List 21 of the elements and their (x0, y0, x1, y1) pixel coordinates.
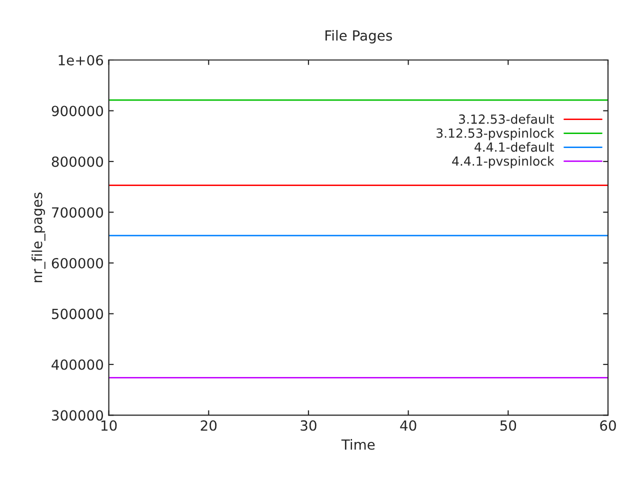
y-tick-label: 600000 (52, 258, 104, 268)
y-tick-label: 700000 (52, 207, 104, 218)
y-tick-label: 1e+06 (58, 54, 104, 66)
y-tick-label: 800000 (52, 156, 104, 167)
y-tick-label: 500000 (52, 308, 104, 320)
y-tick-label: 900000 (52, 106, 104, 116)
legend-label: 4.4.1-pvspinlock (452, 156, 554, 168)
x-tick-label: 60 (600, 420, 616, 431)
y-tick-label: 300000 (52, 410, 104, 421)
x-tick-label: 30 (300, 420, 316, 431)
x-tick-label: 40 (400, 420, 416, 431)
chart-title: File Pages (326, 30, 392, 44)
x-tick-label: 10 (101, 420, 117, 431)
legend-label: 3.12.53-default (459, 114, 554, 124)
y-axis-title: nr_file_pages (32, 192, 46, 282)
x-axis-title: Time (341, 439, 375, 450)
x-tick-label: 20 (200, 420, 217, 431)
legend-label: 4.4.1-default (474, 142, 554, 152)
x-tick-label: 50 (500, 420, 516, 431)
y-tick-label: 400000 (52, 359, 104, 370)
legend-label: 3.12.53-pvspinlock (436, 128, 554, 140)
